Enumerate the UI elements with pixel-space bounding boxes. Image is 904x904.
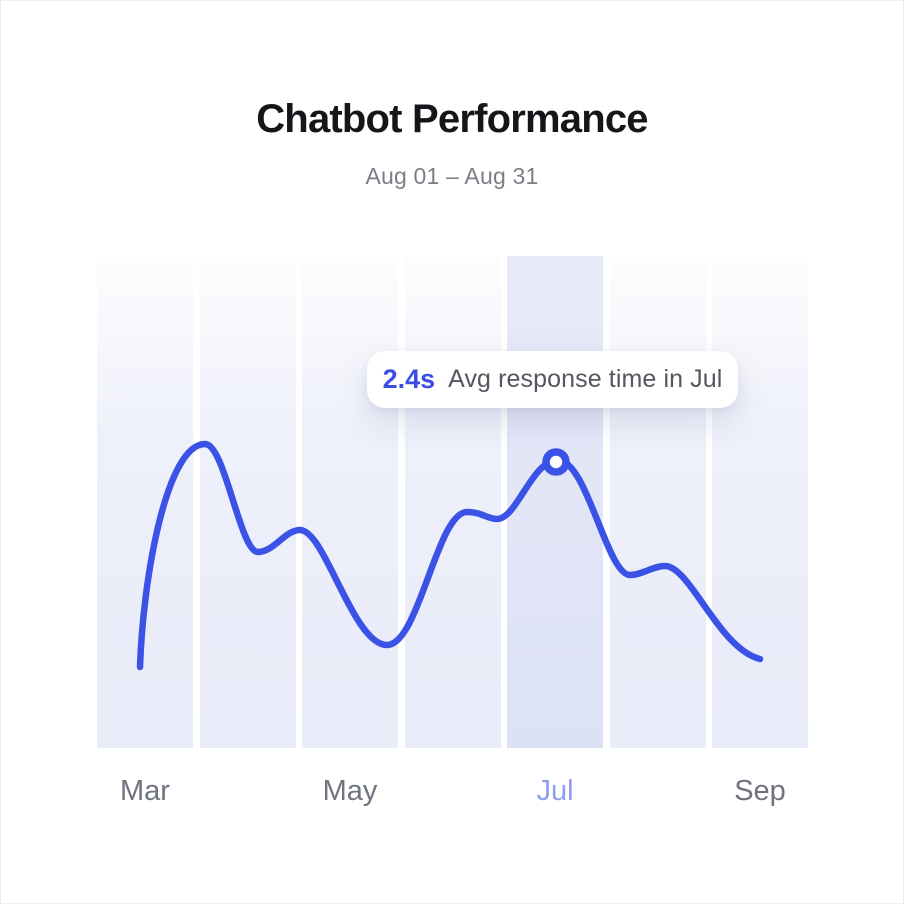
tooltip-value: 2.4s [382, 364, 436, 394]
month-band-sep[interactable] [712, 256, 808, 748]
x-axis-label-jul: Jul [536, 775, 574, 807]
month-band-apr[interactable] [199, 256, 296, 748]
chart-area [97, 256, 808, 748]
x-axis-label-mar: Mar [120, 775, 170, 807]
month-band-aug[interactable] [609, 256, 706, 748]
month-band-jun[interactable] [404, 256, 501, 748]
x-axis-label-sep: Sep [734, 775, 786, 807]
jul-data-point-marker[interactable] [542, 448, 570, 476]
chart-title: Chatbot Performance [256, 97, 648, 141]
month-band-mar[interactable] [97, 256, 193, 748]
month-band-may[interactable] [302, 256, 398, 748]
tooltip: 2.4s Avg response time in Jul [367, 351, 738, 408]
x-axis-label-may: May [322, 775, 378, 807]
date-range-subtitle: Aug 01 – Aug 31 [365, 163, 539, 189]
response-time-line [136, 440, 764, 671]
tooltip-label: Avg response time in Jul [448, 365, 723, 393]
